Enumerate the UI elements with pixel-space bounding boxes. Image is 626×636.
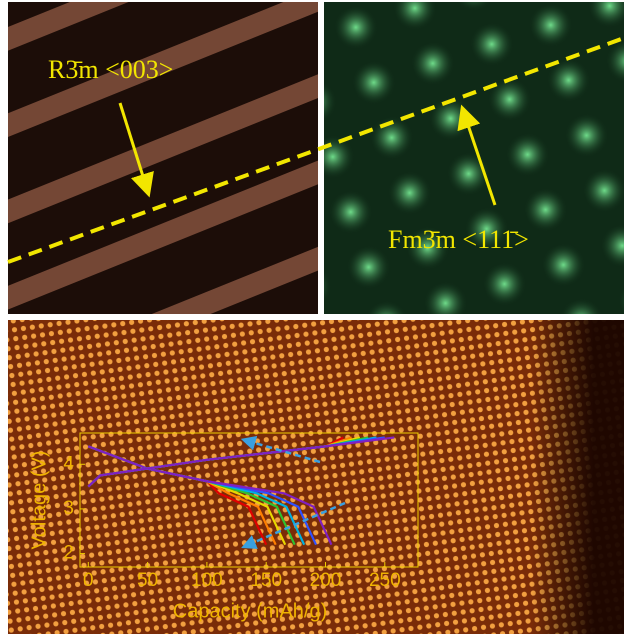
x-tick-label: 200 xyxy=(310,570,342,591)
left-image xyxy=(8,2,318,314)
x-axis-label: Capacity (mAh/g) xyxy=(173,600,328,622)
x-tick-label: 150 xyxy=(250,570,282,591)
right-image xyxy=(324,2,624,314)
x-tick-label: 100 xyxy=(191,570,223,591)
x-tick-label: 50 xyxy=(137,570,158,591)
x-tick-label: 0 xyxy=(83,570,94,591)
y-tick-label: 2 xyxy=(63,543,74,564)
y-tick-label: 3 xyxy=(63,498,74,519)
x-tick-label: 250 xyxy=(369,570,401,591)
phase-label: R3̄m <003> xyxy=(48,55,173,84)
y-axis-label: Voltage (V) xyxy=(28,451,50,550)
figure: R3̄m <003> Fm3̄m <111̄> Capacity (mAh/g)… xyxy=(0,0,626,636)
phase-label: Fm3̄m <111̄> xyxy=(388,225,529,254)
y-tick-label: 4 xyxy=(63,453,74,474)
